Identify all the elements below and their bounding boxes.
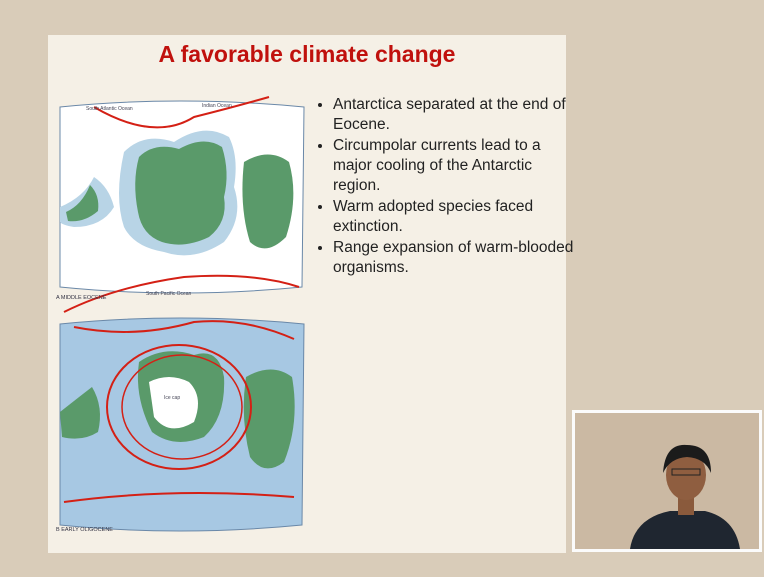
presenter-video	[572, 410, 762, 552]
presenter	[575, 413, 759, 549]
map-caption: B EARLY OLIGOCENE	[56, 527, 113, 533]
bullet: Warm adopted species faced extinction.	[333, 197, 581, 237]
map-label: South Atlantic Ocean	[86, 106, 133, 112]
map-caption: A MIDDLE EOCENE	[56, 295, 107, 301]
map-early-oligocene: Ice cap B EARLY OLIGOCENE	[56, 318, 304, 533]
bullet: Antarctica separated at the end of Eocen…	[333, 95, 581, 135]
bullet-list: Antarctica separated at the end of Eocen…	[313, 95, 581, 279]
map-label: Indian Ocean	[202, 103, 232, 109]
maps: South Atlantic Ocean Indian Ocean South …	[54, 77, 309, 547]
map-label: Ice cap	[164, 395, 180, 401]
slide-title: A favorable climate change	[48, 41, 566, 68]
map-label: South Pacific Ocean	[146, 291, 192, 297]
bullet: Circumpolar currents lead to a major coo…	[333, 136, 581, 196]
screen: {"slide": {"title": "A favorable climate…	[0, 0, 764, 577]
bullet: Range expansion of warm-blooded organism…	[333, 238, 581, 278]
map-middle-eocene: South Atlantic Ocean Indian Ocean South …	[56, 97, 304, 312]
slide: A favorable climate change South Atlanti…	[48, 35, 566, 553]
